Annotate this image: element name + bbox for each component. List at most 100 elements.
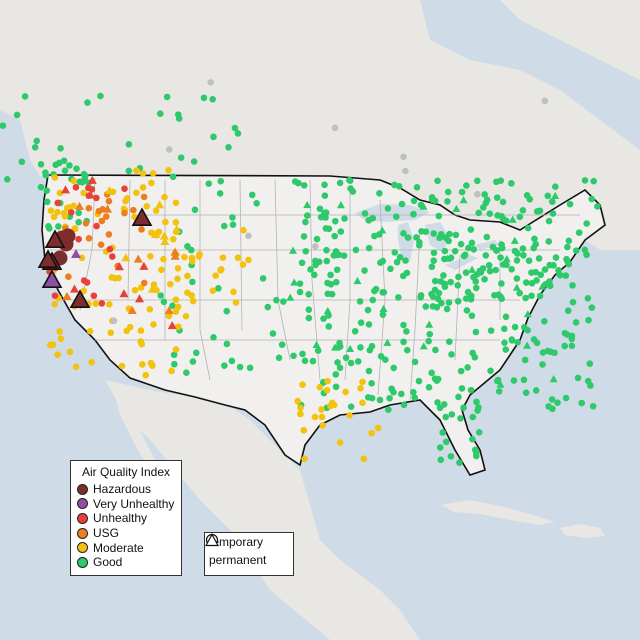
station-marker[interactable] — [88, 186, 96, 193]
station-marker-permanent[interactable] — [538, 282, 547, 290]
station-marker[interactable] — [357, 344, 364, 351]
station-marker[interactable] — [223, 340, 231, 348]
station-marker[interactable] — [594, 203, 601, 210]
station-marker[interactable] — [541, 317, 548, 325]
station-marker[interactable] — [195, 253, 203, 260]
station-marker[interactable] — [329, 399, 336, 407]
station-marker[interactable] — [487, 327, 495, 334]
station-marker[interactable] — [479, 204, 487, 211]
station-marker-permanent[interactable] — [105, 185, 115, 195]
station-marker[interactable] — [170, 351, 178, 359]
station-marker-permanent[interactable] — [353, 276, 362, 285]
station-marker[interactable] — [508, 180, 515, 187]
station-marker[interactable] — [377, 353, 385, 360]
station-marker[interactable] — [588, 195, 596, 203]
station-marker-permanent[interactable] — [419, 202, 428, 210]
station-marker[interactable] — [357, 319, 365, 326]
station-marker[interactable] — [541, 97, 549, 105]
station-marker[interactable] — [379, 257, 387, 265]
station-marker[interactable] — [0, 122, 7, 129]
station-marker[interactable] — [390, 388, 397, 396]
station-marker-permanent[interactable] — [127, 305, 137, 315]
station-marker[interactable] — [92, 300, 100, 307]
station-marker[interactable] — [324, 377, 331, 385]
station-marker[interactable] — [411, 394, 418, 401]
station-marker[interactable] — [147, 359, 155, 367]
station-marker[interactable] — [443, 305, 451, 313]
station-marker[interactable] — [410, 388, 417, 396]
station-marker[interactable] — [457, 240, 465, 248]
station-marker[interactable] — [174, 265, 182, 272]
station-marker[interactable] — [93, 222, 100, 230]
station-marker[interactable] — [84, 99, 91, 106]
station-marker-permanent[interactable] — [119, 289, 129, 298]
station-marker[interactable] — [549, 210, 557, 217]
station-marker[interactable] — [589, 402, 597, 410]
station-marker[interactable] — [336, 179, 344, 187]
station-marker[interactable] — [54, 199, 62, 207]
station-marker[interactable] — [574, 374, 582, 382]
station-marker[interactable] — [323, 246, 330, 254]
station-marker[interactable] — [218, 266, 225, 273]
station-marker-permanent[interactable] — [131, 207, 153, 226]
station-marker[interactable] — [220, 222, 228, 230]
station-marker[interactable] — [429, 303, 437, 310]
station-marker[interactable] — [33, 137, 41, 145]
station-marker[interactable] — [152, 207, 160, 215]
station-marker[interactable] — [310, 271, 318, 279]
station-marker[interactable] — [539, 361, 546, 368]
station-marker-permanent[interactable] — [170, 251, 180, 260]
station-marker[interactable] — [445, 299, 453, 306]
station-marker[interactable] — [528, 292, 535, 300]
station-marker[interactable] — [210, 133, 217, 141]
station-marker[interactable] — [171, 360, 178, 368]
station-marker[interactable] — [47, 207, 55, 215]
station-marker[interactable] — [192, 349, 200, 357]
station-marker[interactable] — [105, 197, 113, 205]
station-marker-permanent[interactable] — [425, 320, 434, 328]
station-marker-permanent[interactable] — [286, 293, 295, 301]
station-marker[interactable] — [316, 205, 324, 213]
station-marker[interactable] — [472, 284, 480, 292]
station-marker[interactable] — [331, 217, 339, 225]
station-marker[interactable] — [497, 177, 505, 184]
station-marker[interactable] — [458, 385, 466, 392]
station-marker[interactable] — [416, 239, 423, 246]
station-marker[interactable] — [143, 202, 151, 210]
station-marker[interactable] — [430, 249, 438, 257]
station-marker[interactable] — [548, 396, 556, 403]
station-marker[interactable] — [93, 194, 100, 202]
station-marker[interactable] — [309, 357, 317, 365]
station-marker[interactable] — [323, 257, 331, 265]
station-marker[interactable] — [502, 313, 510, 321]
station-marker[interactable] — [356, 298, 364, 305]
station-marker[interactable] — [511, 323, 519, 331]
station-marker[interactable] — [403, 269, 411, 277]
station-marker[interactable] — [217, 177, 225, 185]
station-marker[interactable] — [316, 383, 324, 391]
station-marker[interactable] — [183, 369, 190, 376]
station-marker[interactable] — [379, 311, 387, 318]
station-marker[interactable] — [493, 377, 501, 385]
station-marker[interactable] — [369, 296, 377, 304]
station-marker[interactable] — [80, 189, 87, 197]
station-marker[interactable] — [301, 357, 309, 365]
station-marker[interactable] — [522, 389, 530, 396]
station-marker[interactable] — [465, 244, 472, 252]
station-marker[interactable] — [428, 369, 435, 377]
station-marker[interactable] — [447, 453, 455, 460]
station-marker[interactable] — [491, 291, 498, 299]
station-marker[interactable] — [536, 292, 544, 300]
station-marker[interactable] — [526, 195, 534, 203]
station-marker[interactable] — [561, 329, 569, 337]
station-marker[interactable] — [229, 221, 237, 229]
station-marker[interactable] — [278, 341, 286, 348]
station-marker[interactable] — [106, 245, 114, 253]
station-marker[interactable] — [468, 312, 476, 320]
station-marker-permanent[interactable] — [512, 283, 521, 291]
station-marker[interactable] — [85, 235, 93, 242]
station-marker[interactable] — [440, 401, 448, 408]
station-marker[interactable] — [341, 215, 348, 222]
station-marker[interactable] — [519, 245, 527, 252]
